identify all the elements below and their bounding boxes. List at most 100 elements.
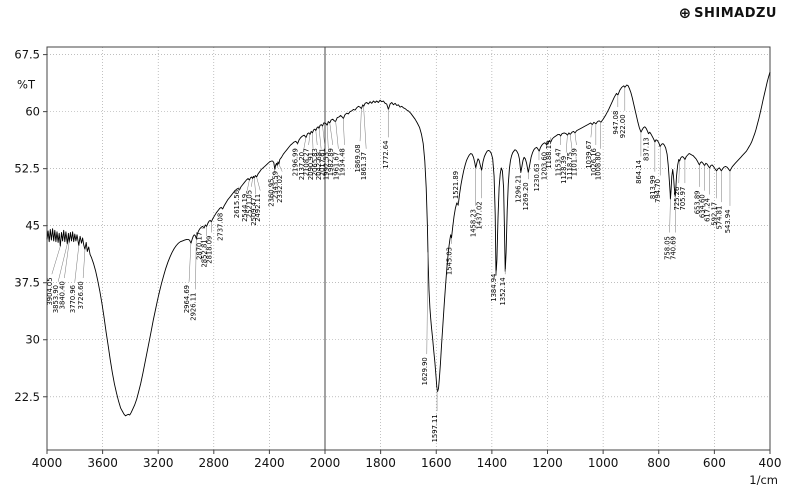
peak-label: 2137.20	[298, 152, 306, 180]
x-tick-label: 1800	[365, 456, 396, 470]
y-tick-label: 30	[25, 333, 40, 347]
peak-leader-line	[565, 135, 568, 153]
y-tick-label: 52.5	[14, 162, 40, 176]
spectrum-curve	[46, 71, 771, 417]
peak-label: 2870.17	[196, 232, 204, 260]
peak-label: 2090.91	[307, 152, 315, 180]
peak-leader-line	[342, 118, 345, 145]
peak-leader-line	[669, 198, 671, 233]
y-tick-label: 67.5	[14, 48, 40, 62]
peak-label: 1861.37	[360, 152, 368, 180]
peak-label: 1545.03	[446, 247, 454, 275]
peak-leader-line	[201, 227, 205, 229]
x-tick-label: 600	[703, 456, 726, 470]
peak-label: 864.14	[635, 160, 643, 184]
x-tick-label: 4000	[32, 456, 63, 470]
peak-label: 1869.08	[354, 144, 362, 172]
peak-leader-line	[678, 160, 680, 184]
peak-label: 725.26	[673, 187, 681, 211]
peak-leader-line	[318, 128, 322, 149]
peak-label: 3904.05	[46, 277, 54, 305]
peak-leader-line	[253, 177, 257, 195]
peak-label: 634.60	[699, 194, 707, 218]
peak-label: 2065.83	[311, 148, 319, 176]
peak-label: 1203.60	[540, 152, 548, 180]
peak-leader-line	[82, 248, 86, 279]
shimadzu-logo: ⊕ SHIMADZU	[678, 4, 777, 22]
peak-leader-line	[256, 176, 261, 191]
peak-label: 1458.23	[470, 209, 478, 237]
peak-label: 1629.90	[421, 357, 429, 385]
peak-label: 813.99	[649, 175, 657, 199]
peak-label: 2108.27	[303, 148, 311, 176]
peak-label: 2852.81	[201, 239, 209, 267]
x-tick-label: 2800	[199, 456, 230, 470]
peak-label: 1384.94	[490, 274, 498, 302]
shimadzu-logo-icon: ⊕	[678, 4, 692, 22]
x-tick-label: 1600	[421, 456, 452, 470]
x-tick-label: 2400	[254, 456, 285, 470]
peak-label: 3726.60	[77, 281, 85, 309]
peak-leader-line	[64, 241, 70, 279]
peak-label: 1026.16	[590, 148, 598, 176]
peak-leader-line	[74, 245, 80, 282]
axis-labels: 67.5 60 52.5 45 37.5 30 22.5 %T 4000 3600 3200 2800…	[14, 48, 781, 487]
x-tick-label: 400	[759, 456, 782, 470]
x-tick-label: 3600	[87, 456, 118, 470]
peak-leader-line	[195, 238, 197, 290]
peak-label: 1039.67	[585, 141, 593, 169]
x-tick-label: 800	[647, 456, 670, 470]
peak-label: 1153.47	[554, 148, 562, 176]
peak-leader-line	[363, 106, 367, 149]
peak-label: 2544.19	[241, 194, 249, 222]
peak-label: 617.24	[704, 198, 712, 222]
peak-label: 2509.47	[250, 198, 258, 226]
peak-label: 2818.09	[206, 236, 214, 264]
peak-label: 3840.40	[58, 281, 66, 309]
peak-leader-line	[188, 242, 192, 282]
peak-label: 922.00	[619, 114, 627, 138]
peak-label: 794.70	[654, 179, 662, 203]
peak-label: 837.13	[642, 137, 650, 161]
peak-leader-line	[51, 246, 61, 275]
peak-leader-line	[251, 178, 253, 187]
peak-leader-line	[278, 163, 283, 172]
peak-label: 1128.39	[560, 156, 568, 184]
peak-leader-line	[326, 125, 329, 149]
peak-label: 3853.90	[52, 285, 60, 313]
peak-label: 705.97	[679, 187, 687, 211]
peak-leader-line	[335, 121, 339, 149]
x-tick-label: 1400	[477, 456, 508, 470]
peak-label: 592.17	[711, 202, 719, 226]
peak-label: 2521.05	[245, 190, 253, 218]
peak-leader-line	[273, 169, 276, 176]
peak-label: 740.69	[670, 236, 678, 260]
x-axis-title: 1/cm	[749, 473, 778, 487]
peak-leader-line	[574, 132, 577, 145]
peak-label: 1008.80	[595, 152, 603, 180]
peak-label: 1188.19	[545, 141, 553, 169]
gridlines	[43, 46, 771, 454]
peak-leader-line	[57, 243, 68, 282]
peak-leader-line	[359, 108, 362, 142]
shimadzu-logo-text: SHIMADZU	[694, 6, 777, 21]
y-tick-label: 22.5	[14, 390, 40, 404]
peak-label: 2964.69	[183, 285, 191, 313]
peak-label: 2360.95	[267, 179, 275, 207]
y-tick-label: 37.5	[14, 276, 40, 290]
peak-leader-line	[246, 179, 250, 191]
peak-label: 2492.11	[254, 194, 262, 222]
peak-leader-line	[238, 186, 240, 190]
peak-label: 1230.63	[533, 163, 541, 191]
peak-label: 2615.56	[233, 190, 241, 218]
peak-label: 2737.08	[217, 213, 225, 241]
peak-label: 1118.75	[566, 152, 574, 180]
y-tick-label: 45	[25, 219, 40, 233]
peak-leader-line	[590, 124, 593, 138]
peak-leader-line	[312, 132, 314, 149]
peak-label: 1992.53	[322, 152, 330, 180]
peak-leader-line	[426, 252, 429, 355]
peak-leader-line	[315, 130, 318, 145]
peak-label: 1101.39	[570, 148, 578, 176]
